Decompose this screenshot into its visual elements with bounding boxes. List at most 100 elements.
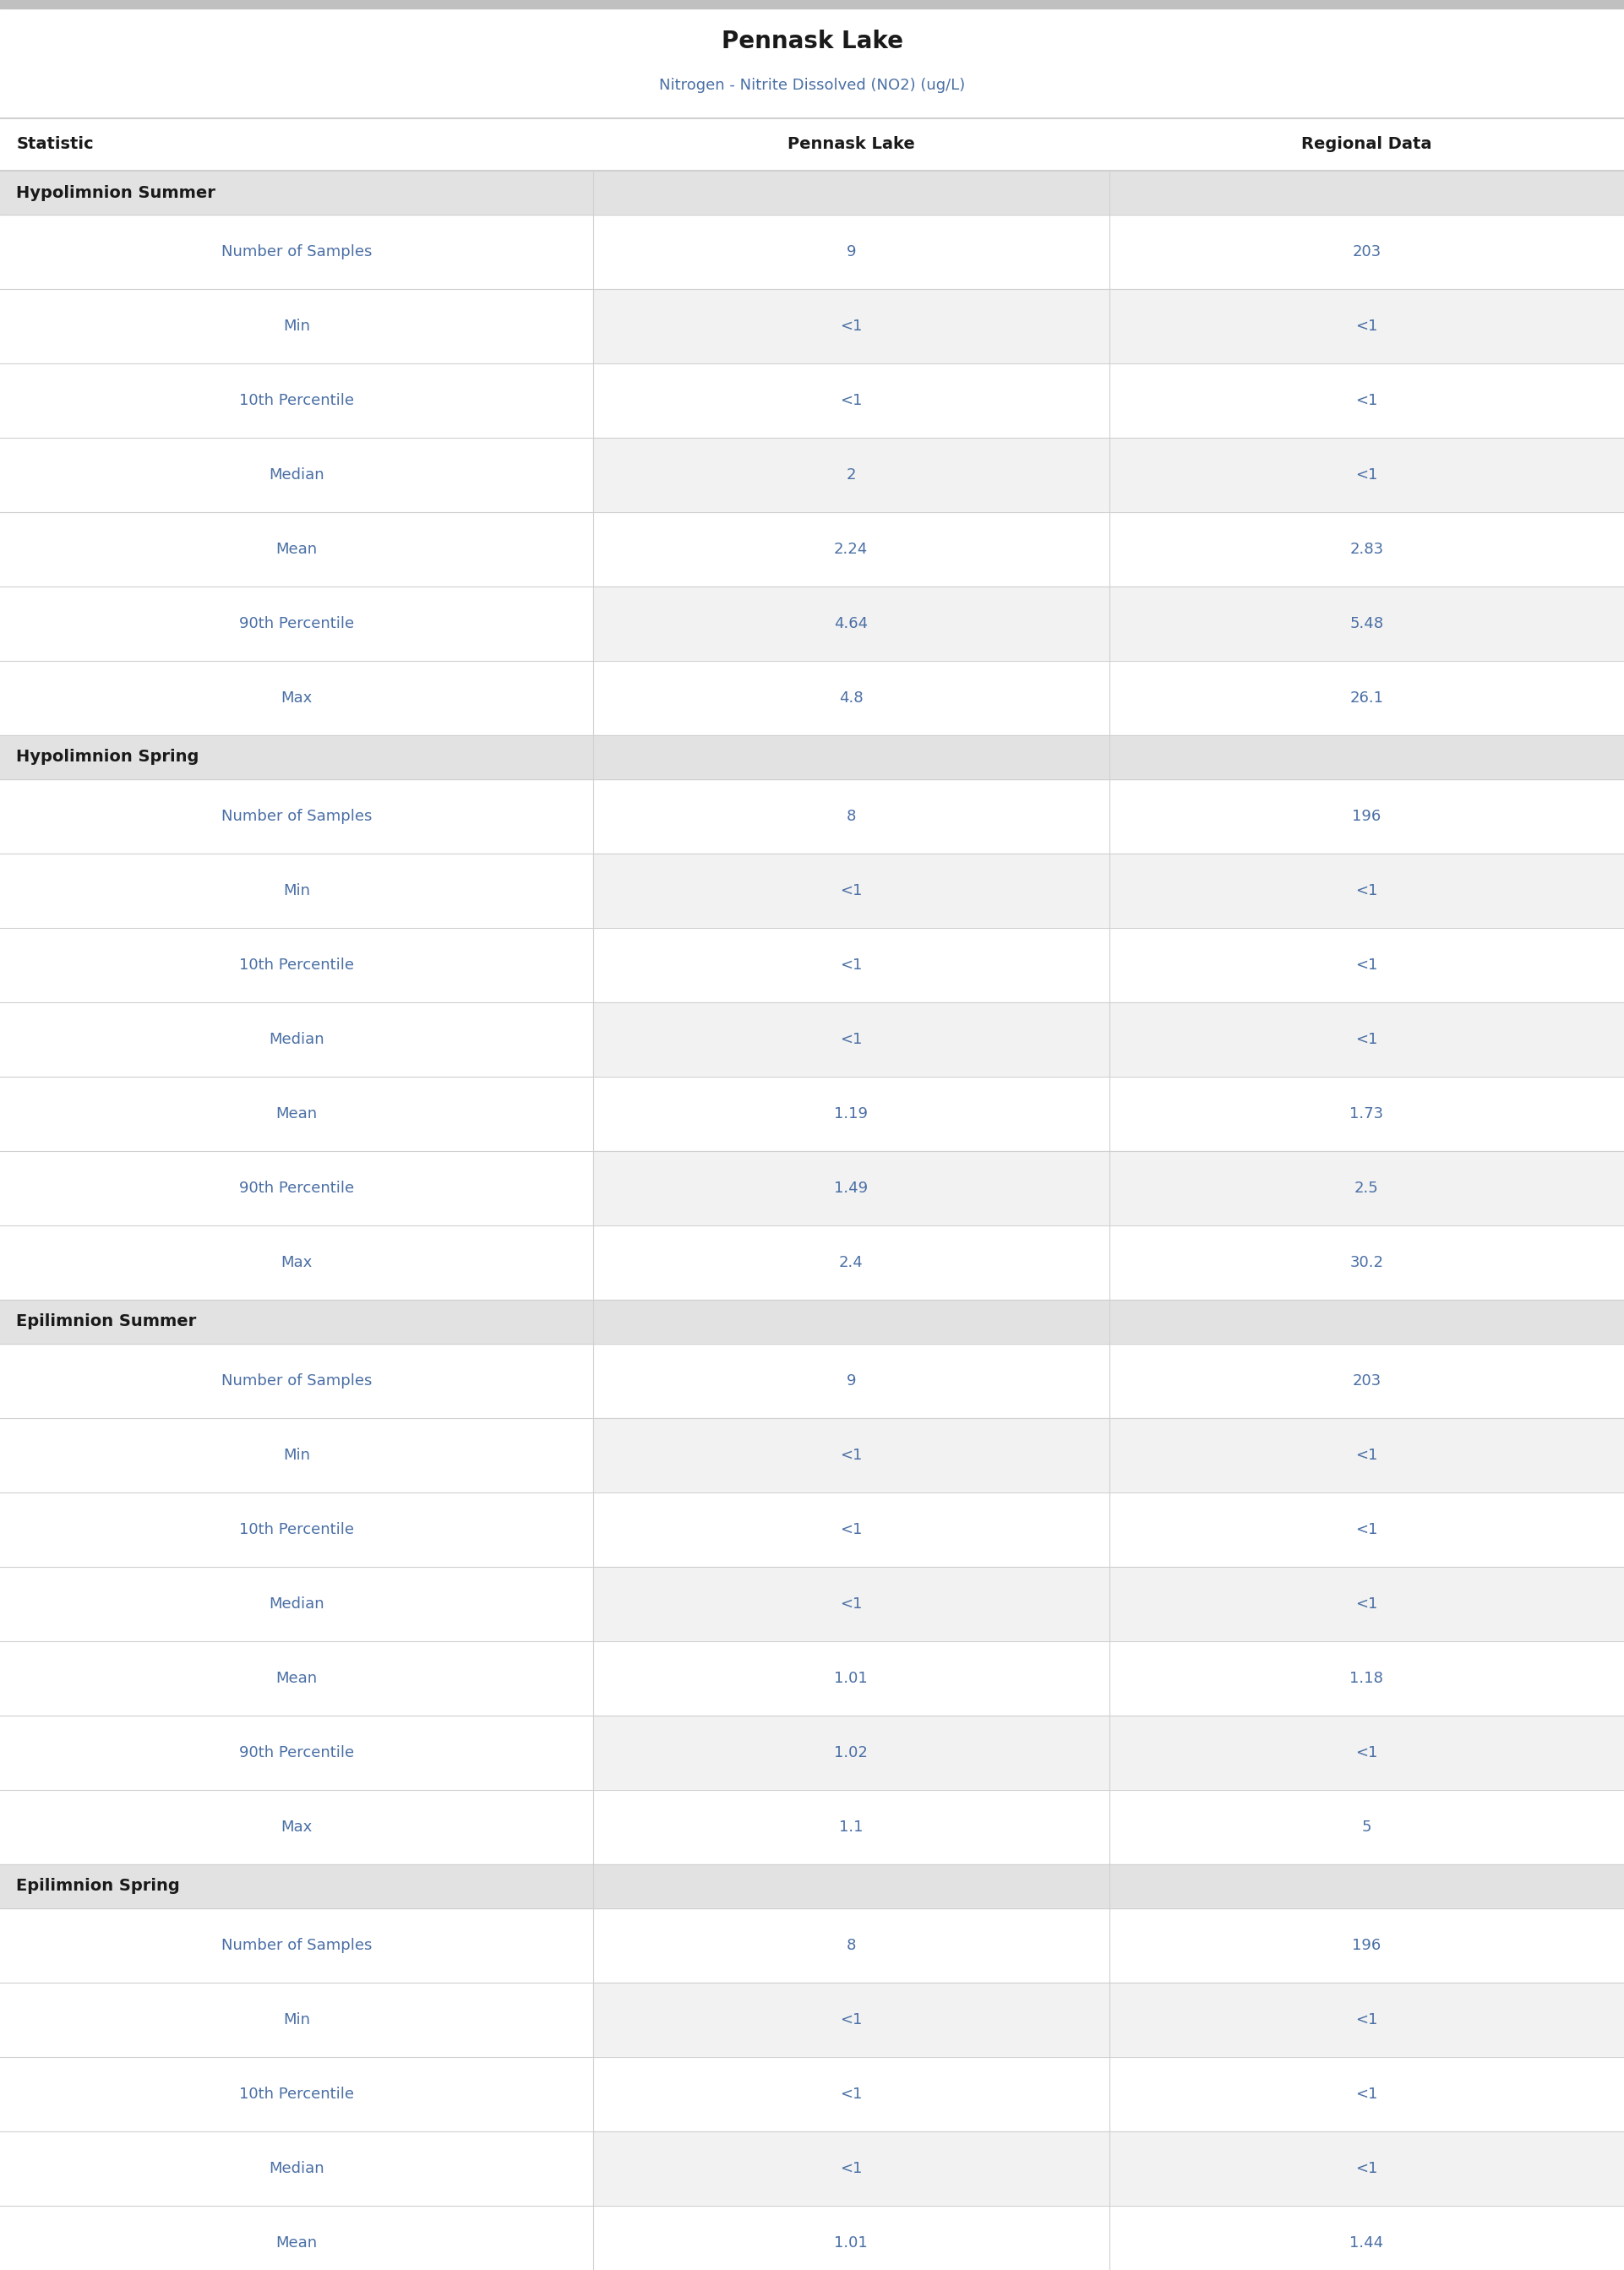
Bar: [593, 513, 1624, 586]
Text: Median: Median: [268, 1596, 325, 1612]
Text: 1.19: 1.19: [835, 1105, 867, 1121]
Bar: [0, 2132, 1624, 2206]
Text: Statistic: Statistic: [16, 136, 94, 152]
Text: <1: <1: [1356, 1746, 1377, 1762]
Text: <1: <1: [1356, 393, 1377, 409]
Text: <1: <1: [840, 318, 862, 334]
Text: <1: <1: [1356, 2086, 1377, 2102]
Bar: [593, 1419, 1624, 1491]
Bar: [0, 118, 1624, 170]
Text: 30.2: 30.2: [1350, 1255, 1384, 1271]
Bar: [593, 854, 1624, 928]
Bar: [0, 438, 1624, 513]
Text: Pennask Lake: Pennask Lake: [788, 136, 914, 152]
Text: <1: <1: [840, 1523, 862, 1537]
Text: <1: <1: [1356, 958, 1377, 974]
Text: 10th Percentile: 10th Percentile: [239, 393, 354, 409]
Text: 90th Percentile: 90th Percentile: [239, 615, 354, 631]
Text: 5: 5: [1363, 1821, 1371, 1834]
Bar: [0, 1716, 1624, 1791]
Text: 1.44: 1.44: [1350, 2236, 1384, 2250]
Text: Number of Samples: Number of Samples: [221, 1939, 372, 1952]
Text: <1: <1: [1356, 2161, 1377, 2177]
Bar: [0, 586, 1624, 661]
Text: Mean: Mean: [276, 2236, 317, 2250]
Text: Median: Median: [268, 468, 325, 484]
Bar: [0, 1151, 1624, 1226]
Text: 2: 2: [846, 468, 856, 484]
Bar: [0, 1641, 1624, 1716]
Bar: [0, 735, 1624, 779]
Text: 1.01: 1.01: [835, 1671, 867, 1687]
Text: 4.8: 4.8: [840, 690, 862, 706]
Bar: [593, 1491, 1624, 1566]
Bar: [593, 2206, 1624, 2270]
Bar: [0, 1344, 1624, 1419]
Text: <1: <1: [840, 1033, 862, 1046]
Bar: [0, 1226, 1624, 1301]
Bar: [0, 779, 1624, 854]
Text: Epilimnion Summer: Epilimnion Summer: [16, 1314, 197, 1330]
Bar: [593, 363, 1624, 438]
Text: <1: <1: [1356, 1523, 1377, 1537]
Bar: [0, 363, 1624, 438]
Bar: [0, 1301, 1624, 1344]
Text: Median: Median: [268, 2161, 325, 2177]
Text: Hypolimnion Spring: Hypolimnion Spring: [16, 749, 200, 765]
Text: Number of Samples: Number of Samples: [221, 808, 372, 824]
Bar: [593, 1566, 1624, 1641]
Bar: [0, 1566, 1624, 1641]
Bar: [593, 928, 1624, 1003]
Text: 1.01: 1.01: [835, 2236, 867, 2250]
Text: 196: 196: [1353, 1939, 1380, 1952]
Text: Min: Min: [283, 1448, 310, 1462]
Text: Mean: Mean: [276, 1671, 317, 1687]
Bar: [0, 1982, 1624, 2057]
Text: Nitrogen - Nitrite Dissolved (NO2) (ug/L): Nitrogen - Nitrite Dissolved (NO2) (ug/L…: [659, 77, 965, 93]
Text: <1: <1: [840, 1448, 862, 1462]
Text: 1.18: 1.18: [1350, 1671, 1384, 1687]
Text: 10th Percentile: 10th Percentile: [239, 958, 354, 974]
Bar: [593, 1716, 1624, 1791]
Bar: [593, 1003, 1624, 1076]
Bar: [593, 1641, 1624, 1716]
Bar: [0, 854, 1624, 928]
Text: <1: <1: [1356, 468, 1377, 484]
Text: Max: Max: [281, 1821, 312, 1834]
Bar: [0, 170, 1624, 216]
Text: Min: Min: [283, 2011, 310, 2027]
Text: 1.1: 1.1: [840, 1821, 862, 1834]
Bar: [0, 1419, 1624, 1491]
Bar: [0, 0, 1624, 9]
Bar: [0, 216, 1624, 288]
Text: Max: Max: [281, 690, 312, 706]
Bar: [0, 2057, 1624, 2132]
Bar: [593, 2132, 1624, 2206]
Text: Hypolimnion Summer: Hypolimnion Summer: [16, 184, 216, 200]
Text: Regional Data: Regional Data: [1301, 136, 1432, 152]
Text: <1: <1: [840, 2011, 862, 2027]
Bar: [593, 288, 1624, 363]
Bar: [593, 216, 1624, 288]
Text: 5.48: 5.48: [1350, 615, 1384, 631]
Bar: [0, 2206, 1624, 2270]
Text: <1: <1: [1356, 318, 1377, 334]
Bar: [593, 1982, 1624, 2057]
Bar: [593, 1791, 1624, 1864]
Bar: [0, 9, 1624, 118]
Bar: [0, 1076, 1624, 1151]
Bar: [0, 1003, 1624, 1076]
Text: Mean: Mean: [276, 543, 317, 556]
Text: Min: Min: [283, 318, 310, 334]
Bar: [593, 438, 1624, 513]
Bar: [593, 1076, 1624, 1151]
Text: 1.49: 1.49: [835, 1180, 867, 1196]
Text: Max: Max: [281, 1255, 312, 1271]
Text: 10th Percentile: 10th Percentile: [239, 1523, 354, 1537]
Bar: [593, 1226, 1624, 1301]
Text: 2.83: 2.83: [1350, 543, 1384, 556]
Bar: [593, 1909, 1624, 1982]
Text: Epilimnion Spring: Epilimnion Spring: [16, 1877, 180, 1895]
Text: 10th Percentile: 10th Percentile: [239, 2086, 354, 2102]
Text: 26.1: 26.1: [1350, 690, 1384, 706]
